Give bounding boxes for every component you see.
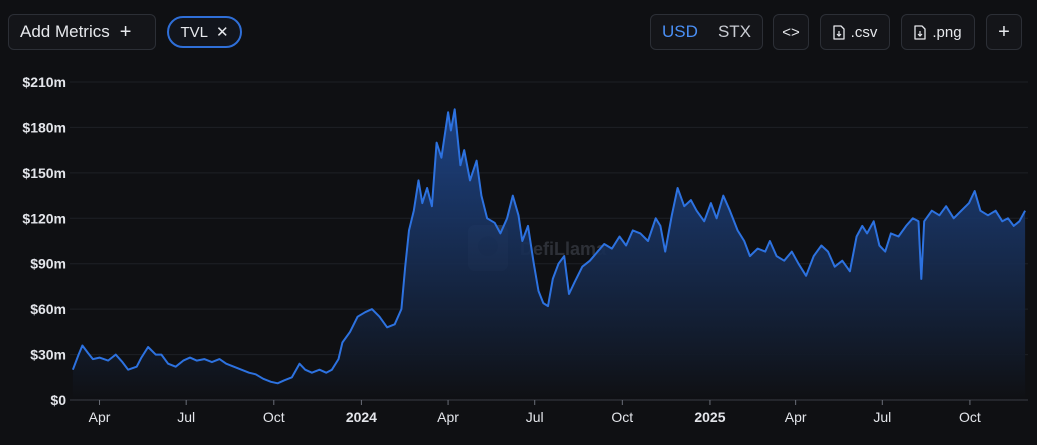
chart-svg: DefiLlama $0$30m$60m$90m$120m$150m$180m$… [22,74,1028,425]
x-tick-label: 2025 [694,409,725,425]
metric-pill-label: TVL [180,23,208,41]
x-tick-label: Oct [263,409,285,425]
code-icon: <> [782,23,800,41]
metric-pill-tvl[interactable]: TVL ✕ [167,16,242,48]
y-tick-label: $180m [22,119,66,135]
x-tick-label: Jul [526,409,544,425]
add-metrics-button[interactable]: Add Metrics + [8,14,156,50]
y-axis: $0 $30m $60m $90m $120m $150m $180m $210m [22,74,66,408]
svg-text:DefiLlama: DefiLlama [520,239,607,259]
currency-option-stx[interactable]: STX [717,22,751,41]
plus-icon: + [119,21,132,43]
currency-toggle: USD STX [650,14,763,50]
x-tick-label: Oct [611,409,633,425]
y-tick-label: $0 [50,392,66,408]
x-tick-label: Jul [873,409,891,425]
png-label: .png [932,23,962,41]
embed-button[interactable]: <> [773,14,809,50]
y-tick-label: $210m [22,74,66,90]
y-tick-label: $150m [22,165,66,181]
x-tick-label: Oct [959,409,981,425]
tvl-chart: DefiLlama $0 $30m $60m $90m $120m $150m $180m $… [0,60,1037,445]
image-download-icon [914,24,927,40]
y-tick-label: $120m [22,210,66,226]
y-tick-label: $30m [30,347,66,363]
x-axis: Apr Jul Oct 2024 Apr Jul Oct 2025 Apr Jul Oct [70,399,1028,425]
close-icon[interactable]: ✕ [215,23,229,41]
tvl-line [71,108,1026,385]
x-tick-label: Jul [177,409,195,425]
plus-icon: + [998,20,1010,43]
file-download-icon [833,24,845,40]
more-options-button[interactable]: + [986,14,1022,50]
download-png-button[interactable]: .png [901,14,975,50]
x-tick-label: 2024 [346,409,377,425]
csv-label: .csv [850,23,878,41]
chart-toolbar: Add Metrics + TVL ✕ USD STX <> .csv .png… [0,0,1037,60]
x-tick-label: Apr [785,409,807,425]
add-metrics-label: Add Metrics [20,22,110,41]
currency-option-usd[interactable]: USD [662,22,698,41]
y-tick-label: $90m [30,256,66,272]
y-tick-label: $60m [30,301,66,317]
x-tick-label: Apr [89,409,111,425]
x-tick-label: Apr [437,409,459,425]
download-csv-button[interactable]: .csv [820,14,890,50]
tvl-area [72,109,1026,401]
